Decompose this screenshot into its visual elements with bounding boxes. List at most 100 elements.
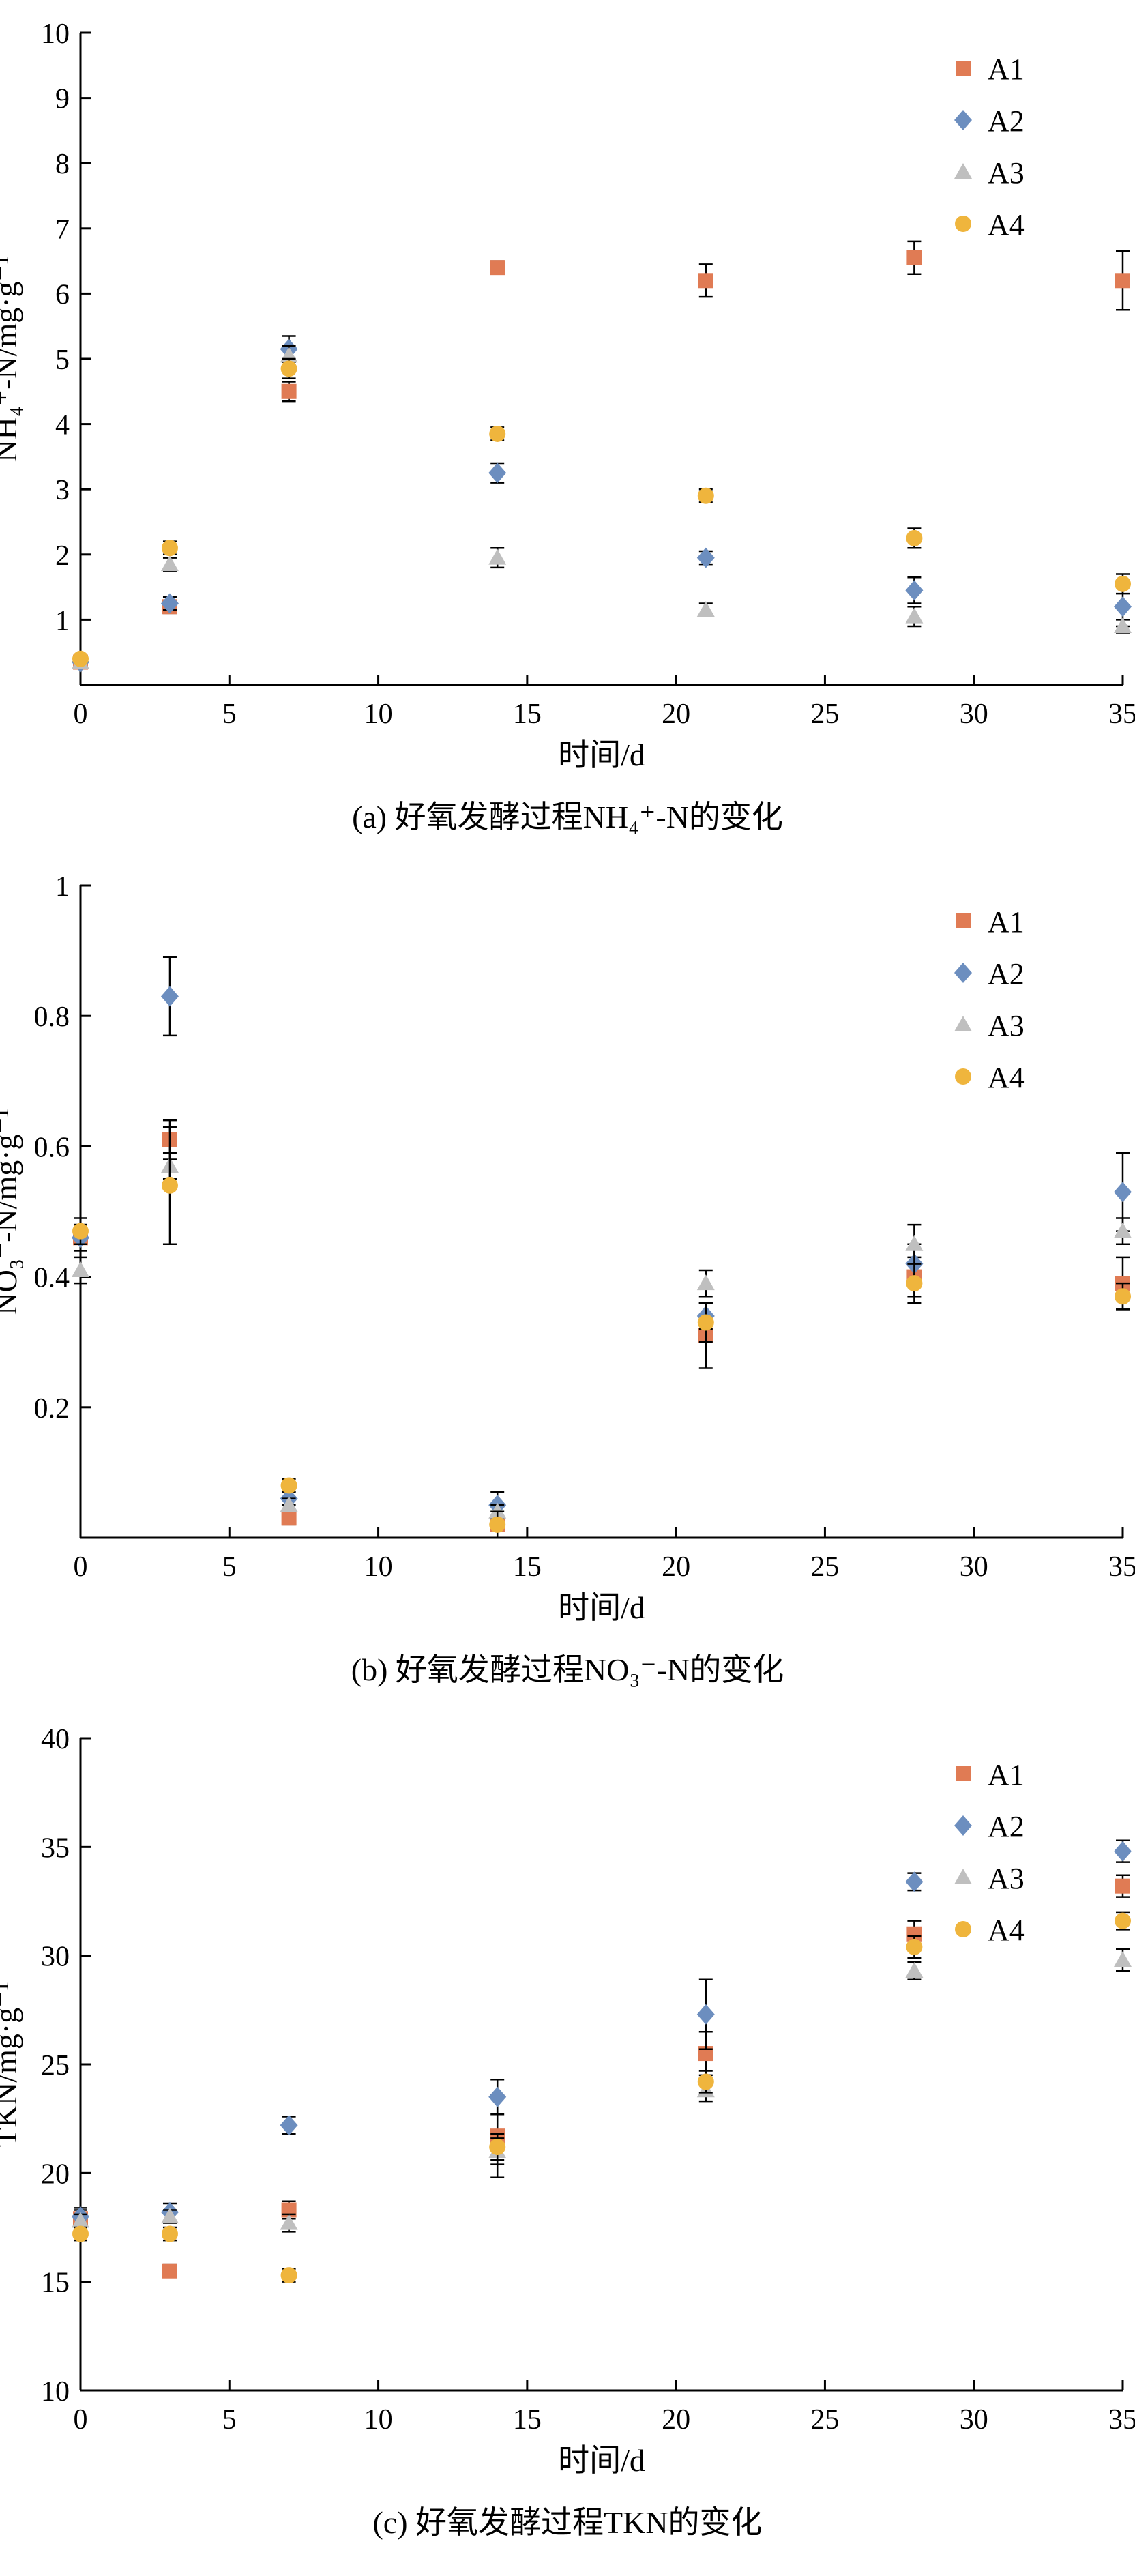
marker-triangle bbox=[1114, 1951, 1132, 1967]
y-tick-label: 10 bbox=[41, 2376, 70, 2407]
x-tick-label: 35 bbox=[1108, 699, 1135, 730]
chart-a-caption: (a) 好氧发酵过程NH₄⁺-N的变化 bbox=[352, 800, 783, 834]
legend: A1 A2 A3 A4 bbox=[954, 1758, 1025, 1947]
series-A2 bbox=[72, 956, 1132, 1519]
y-axis-label: NO₃⁻-N/mg·g⁻¹ bbox=[0, 1108, 23, 1315]
y-axis-label: TKN/mg·g⁻¹ bbox=[0, 1982, 23, 2148]
marker-triangle bbox=[280, 1496, 298, 1512]
marker-circle bbox=[697, 1314, 714, 1331]
marker-circle bbox=[697, 487, 714, 504]
marker-square bbox=[956, 1766, 971, 1781]
chart-b-canvas: 0.20.40.60.810 5 10 15 20 25 30 35时间/dNO₃⁻-N/mg… bbox=[0, 871, 1135, 1625]
marker-circle bbox=[1115, 575, 1131, 592]
x-tick-label: 25 bbox=[810, 2404, 839, 2435]
x-tick-label: 25 bbox=[810, 699, 839, 730]
x-tick-label: 15 bbox=[513, 699, 542, 730]
legend-label: A1 bbox=[988, 1758, 1025, 1791]
marker-triangle bbox=[696, 1274, 715, 1291]
marker-triangle bbox=[1114, 1222, 1132, 1238]
marker-circle bbox=[906, 1938, 923, 1955]
y-tick-label: 15 bbox=[41, 2268, 70, 2299]
marker-diamond bbox=[1114, 1182, 1132, 1203]
y-tick-label: 6 bbox=[55, 279, 70, 310]
series-A3 bbox=[72, 1948, 1132, 2233]
figure-b: 0.2 0.4 0.6 0.8 1 0 5 10 15 20 25 30 35 时间/d NO₃⁻-N/mg… bbox=[0, 862, 1135, 1692]
x-axis-label: 时间/d bbox=[558, 737, 645, 772]
x-tick-label: 30 bbox=[960, 699, 988, 730]
marker-circle bbox=[280, 2267, 297, 2284]
marker-triangle bbox=[160, 2208, 179, 2224]
marker-diamond bbox=[488, 2086, 507, 2107]
series-A3 bbox=[72, 1152, 1132, 1519]
axes: 10 15 20 25 30 35 40 0 5 10 15 20 25 30 35 时间/d TKN/mg·g… bbox=[0, 1724, 1135, 2478]
x-axis-label: 时间/d bbox=[558, 1590, 645, 1625]
y-tick-label: 1 bbox=[55, 605, 70, 636]
x-tick-label: 5 bbox=[222, 2404, 237, 2435]
marker-square bbox=[281, 383, 297, 399]
x-tick-label: 5 bbox=[222, 1551, 237, 1583]
marker-square bbox=[906, 1926, 922, 1942]
marker-circle bbox=[161, 1177, 178, 1194]
marker-circle bbox=[489, 425, 506, 442]
marker-triangle bbox=[72, 1261, 89, 1278]
legend-label: A4 bbox=[988, 1061, 1025, 1094]
series-A2 bbox=[72, 335, 1132, 673]
marker-square bbox=[906, 250, 922, 265]
y-tick-label: 4 bbox=[55, 410, 70, 441]
marker-square bbox=[1115, 1878, 1130, 1894]
x-tick-label: 35 bbox=[1108, 2404, 1135, 2435]
y-tick-label: 0.2 bbox=[34, 1393, 70, 1424]
figure-a: 1 2 3 4 5 6 7 8 9 10 0 5 10 15 20 25 30 35 时间/d NH₄⁺-N/mg·g… bbox=[0, 10, 1135, 839]
y-tick-label: 9 bbox=[55, 84, 70, 115]
x-tick-label: 20 bbox=[662, 2404, 690, 2435]
marker-square bbox=[281, 1510, 297, 1526]
series-A4 bbox=[72, 1126, 1131, 1539]
y-tick-label: 3 bbox=[55, 475, 70, 506]
x-tick-label: 5 bbox=[222, 699, 237, 730]
series-A4 bbox=[72, 1911, 1131, 2284]
marker-square bbox=[490, 260, 505, 276]
y-axis-label: NH₄⁺-N/mg·g⁻¹ bbox=[0, 255, 23, 462]
series-A2 bbox=[72, 1839, 1132, 2227]
marker-circle bbox=[906, 529, 923, 546]
y-tick-label: 1 bbox=[55, 871, 70, 903]
marker-diamond bbox=[905, 1871, 924, 1892]
marker-circle bbox=[955, 1921, 971, 1937]
marker-diamond bbox=[1114, 596, 1132, 617]
marker-triangle bbox=[696, 601, 715, 617]
marker-circle bbox=[1115, 1288, 1131, 1305]
marker-triangle bbox=[280, 2214, 298, 2230]
y-tick-label: 0.6 bbox=[34, 1132, 70, 1163]
axes: 0.20.40.60.810 5 10 15 20 25 30 35时间/dNO₃⁻-N/mg… bbox=[0, 871, 1135, 1625]
legend-label: A3 bbox=[988, 1862, 1025, 1895]
marker-diamond bbox=[488, 463, 507, 484]
marker-triangle bbox=[954, 1016, 972, 1031]
legend-label: A4 bbox=[988, 208, 1025, 241]
series-A1 bbox=[73, 240, 1130, 670]
marker-square bbox=[698, 273, 713, 289]
marker-circle bbox=[489, 2139, 506, 2156]
axes: 1 2 3 4 5 6 7 8 9 10 0 5 10 15 20 25 30 35 时间/d NH₄⁺-N/mg·g… bbox=[0, 18, 1135, 772]
marker-circle bbox=[697, 2073, 714, 2090]
x-tick-label: 15 bbox=[513, 2404, 542, 2435]
legend-label: A3 bbox=[988, 156, 1025, 190]
x-tick-label: 0 bbox=[74, 2404, 88, 2435]
x-tick-label: 30 bbox=[960, 2404, 988, 2435]
marker-triangle bbox=[160, 555, 179, 572]
marker-triangle bbox=[954, 1869, 972, 1884]
y-tick-label: 35 bbox=[41, 1832, 70, 1864]
x-tick-label: 0 bbox=[74, 1551, 88, 1583]
chart-c-canvas: 10 15 20 25 30 35 40 0 5 10 15 20 25 30 35 时间/d TKN/mg·g… bbox=[0, 1724, 1135, 2478]
y-tick-label: 20 bbox=[41, 2158, 70, 2190]
marker-circle bbox=[489, 1516, 506, 1533]
marker-triangle bbox=[905, 607, 924, 624]
marker-square bbox=[956, 61, 971, 76]
x-tick-label: 20 bbox=[662, 699, 690, 730]
marker-square bbox=[162, 2263, 177, 2279]
marker-circle bbox=[161, 540, 178, 557]
marker-diamond bbox=[160, 593, 179, 614]
marker-circle bbox=[72, 650, 89, 667]
y-tick-label: 10 bbox=[41, 18, 70, 50]
x-tick-label: 0 bbox=[74, 699, 88, 730]
